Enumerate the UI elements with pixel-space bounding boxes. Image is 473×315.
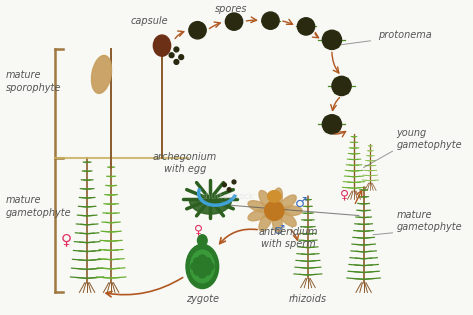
Text: archegonium
with egg: archegonium with egg [153,152,217,174]
Circle shape [191,263,199,270]
Ellipse shape [272,213,282,233]
Circle shape [174,47,179,52]
Circle shape [179,55,184,60]
Circle shape [174,60,179,64]
Circle shape [332,76,351,95]
Circle shape [203,267,211,275]
Circle shape [322,115,342,134]
Text: mature
gametophyte: mature gametophyte [396,209,462,232]
Ellipse shape [153,35,171,56]
Text: ♀: ♀ [61,232,71,247]
Circle shape [206,263,214,270]
Ellipse shape [272,188,282,209]
Text: ♂: ♂ [273,223,285,237]
Circle shape [193,267,201,275]
Text: mature
gametophyte: mature gametophyte [6,195,71,218]
Circle shape [262,12,279,29]
Text: zygote: zygote [186,294,219,304]
Circle shape [193,258,201,266]
Text: capsule: capsule [131,15,168,26]
Text: mature
sporophyte: mature sporophyte [6,70,61,93]
Text: young
gametophyte: young gametophyte [396,128,462,150]
Text: protonema: protonema [378,30,432,40]
Text: ♀: ♀ [340,188,349,201]
Ellipse shape [268,191,281,202]
Circle shape [322,30,342,49]
Ellipse shape [279,195,296,210]
Circle shape [298,18,315,35]
Ellipse shape [259,191,272,209]
Circle shape [199,255,206,263]
Circle shape [189,22,206,39]
Ellipse shape [281,206,302,215]
Text: shutterstock: shutterstock [202,192,254,201]
Circle shape [225,13,243,30]
Circle shape [169,53,174,58]
Ellipse shape [248,201,268,212]
Text: antheridium
with sperm: antheridium with sperm [259,227,318,249]
Ellipse shape [186,244,219,289]
Circle shape [232,180,236,184]
Ellipse shape [91,55,112,94]
Circle shape [199,270,206,278]
Ellipse shape [279,211,296,226]
Circle shape [265,201,284,220]
Text: ♂: ♂ [295,196,307,210]
Text: rhizoids: rhizoids [289,294,327,304]
Circle shape [228,188,231,192]
Ellipse shape [190,250,214,283]
Ellipse shape [198,235,207,246]
Circle shape [203,258,211,266]
Circle shape [199,263,206,270]
Text: spores: spores [215,4,247,14]
Circle shape [222,183,226,187]
Ellipse shape [259,212,272,231]
Text: ♀: ♀ [194,223,203,237]
Ellipse shape [248,209,268,221]
